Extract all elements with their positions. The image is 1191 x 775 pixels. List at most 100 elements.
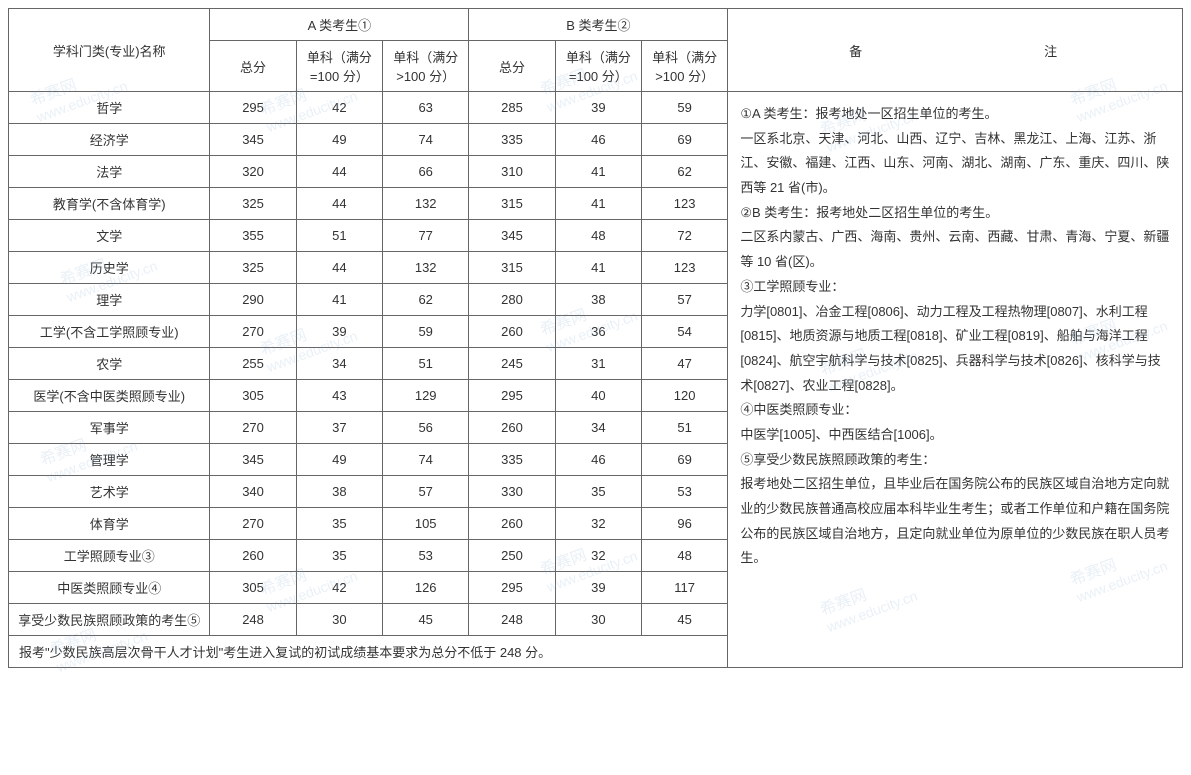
cell-discipline: 经济学 <box>9 124 210 156</box>
cell-b-s100p: 45 <box>641 604 727 636</box>
cell-b-s100p: 69 <box>641 444 727 476</box>
cell-a-total: 320 <box>210 156 296 188</box>
cell-discipline: 历史学 <box>9 252 210 284</box>
cell-a-s100p: 129 <box>383 380 469 412</box>
cell-discipline: 工学照顾专业③ <box>9 540 210 572</box>
cell-b-s100p: 59 <box>641 92 727 124</box>
cell-a-total: 260 <box>210 540 296 572</box>
cell-b-total: 295 <box>469 380 555 412</box>
cell-b-s100: 41 <box>555 188 641 220</box>
cell-b-s100p: 62 <box>641 156 727 188</box>
cell-b-s100p: 47 <box>641 348 727 380</box>
cell-a-total: 340 <box>210 476 296 508</box>
cell-a-s100p: 77 <box>383 220 469 252</box>
cell-b-s100p: 123 <box>641 252 727 284</box>
cell-a-total: 345 <box>210 124 296 156</box>
cell-a-s100p: 74 <box>383 444 469 476</box>
cell-b-total: 315 <box>469 188 555 220</box>
cell-b-s100p: 57 <box>641 284 727 316</box>
cell-a-s100p: 59 <box>383 316 469 348</box>
header-group-b: B 类考生② <box>469 9 728 41</box>
cell-b-total: 260 <box>469 508 555 540</box>
cell-b-total: 260 <box>469 316 555 348</box>
table-row: 哲学29542632853959①A 类考生：报考地处一区招生单位的考生。 一区… <box>9 92 1183 124</box>
cell-b-s100: 41 <box>555 156 641 188</box>
cell-a-s100p: 74 <box>383 124 469 156</box>
cell-b-total: 335 <box>469 124 555 156</box>
cell-b-s100: 38 <box>555 284 641 316</box>
header-group-a: A 类考生① <box>210 9 469 41</box>
cell-b-total: 345 <box>469 220 555 252</box>
cell-b-s100: 39 <box>555 572 641 604</box>
cell-b-s100: 31 <box>555 348 641 380</box>
cell-b-s100: 32 <box>555 508 641 540</box>
cell-b-total: 285 <box>469 92 555 124</box>
cell-b-total: 315 <box>469 252 555 284</box>
cell-discipline: 享受少数民族照顾政策的考生⑤ <box>9 604 210 636</box>
header-b-s100p: 单科（满分>100 分） <box>641 41 727 92</box>
cell-a-s100: 35 <box>296 540 382 572</box>
cell-b-s100: 41 <box>555 252 641 284</box>
cell-b-s100: 32 <box>555 540 641 572</box>
cell-a-total: 270 <box>210 316 296 348</box>
cell-discipline: 法学 <box>9 156 210 188</box>
cell-a-s100p: 132 <box>383 252 469 284</box>
cell-a-s100: 49 <box>296 444 382 476</box>
cell-a-s100: 38 <box>296 476 382 508</box>
header-b-s100: 单科（满分=100 分） <box>555 41 641 92</box>
cell-b-s100: 30 <box>555 604 641 636</box>
cell-a-total: 305 <box>210 380 296 412</box>
cell-b-s100p: 53 <box>641 476 727 508</box>
cell-a-s100: 51 <box>296 220 382 252</box>
cell-a-total: 255 <box>210 348 296 380</box>
cell-b-total: 248 <box>469 604 555 636</box>
cell-a-total: 270 <box>210 412 296 444</box>
cell-a-s100: 34 <box>296 348 382 380</box>
cell-a-s100: 42 <box>296 92 382 124</box>
cell-b-total: 245 <box>469 348 555 380</box>
header-b-total: 总分 <box>469 41 555 92</box>
cell-a-total: 295 <box>210 92 296 124</box>
cell-a-s100p: 105 <box>383 508 469 540</box>
cell-b-s100: 36 <box>555 316 641 348</box>
cell-discipline: 管理学 <box>9 444 210 476</box>
cell-discipline: 工学(不含工学照顾专业) <box>9 316 210 348</box>
header-a-s100p: 单科（满分>100 分） <box>383 41 469 92</box>
cell-b-s100p: 69 <box>641 124 727 156</box>
cell-a-s100: 44 <box>296 156 382 188</box>
header-a-s100: 单科（满分=100 分） <box>296 41 382 92</box>
cell-a-s100p: 56 <box>383 412 469 444</box>
cell-a-s100: 42 <box>296 572 382 604</box>
cell-a-s100: 49 <box>296 124 382 156</box>
cell-b-s100: 40 <box>555 380 641 412</box>
cell-b-s100p: 72 <box>641 220 727 252</box>
cell-discipline: 理学 <box>9 284 210 316</box>
cell-a-s100p: 63 <box>383 92 469 124</box>
cell-b-s100p: 123 <box>641 188 727 220</box>
cell-a-total: 305 <box>210 572 296 604</box>
cell-a-s100p: 132 <box>383 188 469 220</box>
cell-b-total: 250 <box>469 540 555 572</box>
cell-a-s100: 44 <box>296 188 382 220</box>
cell-a-total: 345 <box>210 444 296 476</box>
cell-a-s100p: 45 <box>383 604 469 636</box>
cell-a-s100p: 66 <box>383 156 469 188</box>
cell-a-s100p: 62 <box>383 284 469 316</box>
footnote: 报考"少数民族高层次骨干人才计划"考生进入复试的初试成绩基本要求为总分不低于 2… <box>9 636 728 668</box>
cell-a-s100: 35 <box>296 508 382 540</box>
cell-b-s100p: 120 <box>641 380 727 412</box>
cell-b-s100p: 51 <box>641 412 727 444</box>
cell-b-s100: 48 <box>555 220 641 252</box>
cell-a-s100p: 51 <box>383 348 469 380</box>
cell-discipline: 农学 <box>9 348 210 380</box>
cell-discipline: 艺术学 <box>9 476 210 508</box>
cell-b-total: 335 <box>469 444 555 476</box>
cell-b-s100p: 117 <box>641 572 727 604</box>
cell-a-total: 355 <box>210 220 296 252</box>
header-notes: 备 注 <box>728 9 1183 92</box>
score-table: 学科门类(专业)名称 A 类考生① B 类考生② 备 注 总分 单科（满分=10… <box>8 8 1183 668</box>
cell-a-total: 325 <box>210 252 296 284</box>
cell-discipline: 教育学(不含体育学) <box>9 188 210 220</box>
cell-a-s100p: 53 <box>383 540 469 572</box>
cell-discipline: 文学 <box>9 220 210 252</box>
